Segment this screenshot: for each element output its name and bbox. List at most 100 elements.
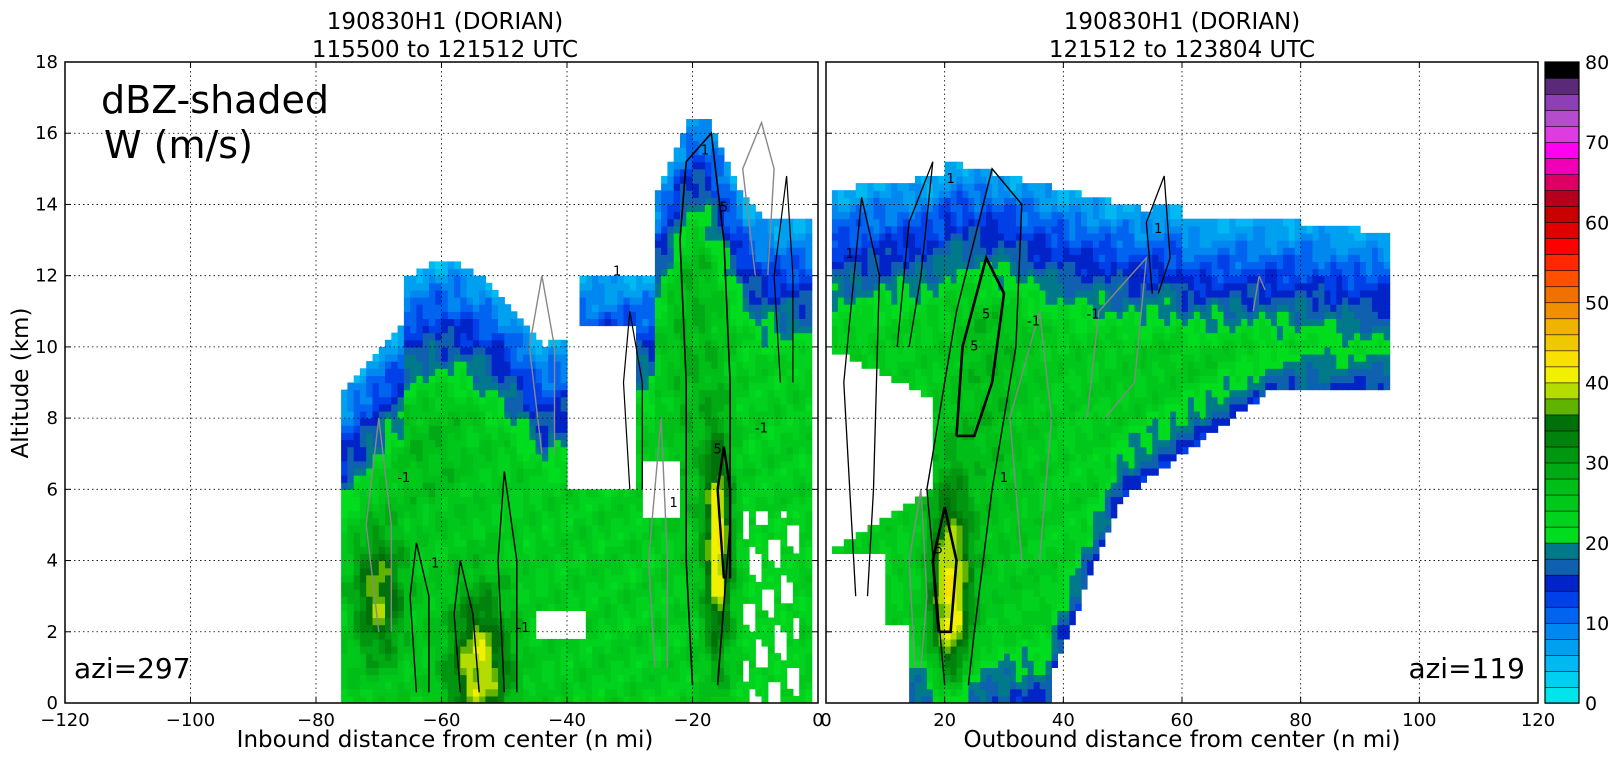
reflectivity-cell (667, 425, 675, 433)
reflectivity-cell (723, 161, 731, 170)
reflectivity-cell (422, 318, 430, 327)
reflectivity-cell (767, 446, 775, 455)
reflectivity-cell (523, 346, 530, 355)
reflectivity-cell (736, 503, 744, 512)
reflectivity-cell (761, 425, 769, 433)
reflectivity-cell (353, 638, 361, 647)
reflectivity-cell (837, 289, 845, 298)
reflectivity-cell (610, 681, 618, 690)
reflectivity-cell (516, 375, 524, 384)
reflectivity-cell (541, 510, 549, 519)
reflectivity-cell (686, 211, 694, 220)
reflectivity-cell (516, 325, 524, 334)
reflectivity-cell (654, 247, 662, 255)
reflectivity-cell (903, 254, 910, 262)
reflectivity-cell (416, 695, 424, 703)
reflectivity-cell (504, 638, 512, 647)
reflectivity-cell (730, 695, 737, 703)
reflectivity-cell (867, 318, 874, 327)
reflectivity-cell (498, 368, 505, 376)
reflectivity-cell (359, 553, 367, 562)
reflectivity-cell (755, 503, 763, 512)
reflectivity-cell (767, 339, 775, 348)
reflectivity-cell (723, 418, 731, 426)
reflectivity-cell (604, 681, 612, 690)
reflectivity-cell (654, 667, 662, 676)
reflectivity-cell (385, 539, 392, 547)
reflectivity-cell (648, 282, 656, 291)
reflectivity-cell (705, 475, 712, 483)
reflectivity-cell (636, 674, 643, 683)
reflectivity-cell (786, 368, 794, 376)
contour-label: 1 (670, 496, 678, 511)
reflectivity-cell (560, 674, 568, 683)
reflectivity-cell (730, 482, 737, 490)
reflectivity-cell (535, 553, 543, 562)
reflectivity-cell (428, 617, 436, 626)
reflectivity-cell (654, 596, 662, 604)
reflectivity-cell (879, 325, 886, 334)
reflectivity-cell (385, 646, 392, 654)
reflectivity-cell (629, 311, 637, 319)
reflectivity-cell (410, 667, 417, 676)
reflectivity-cell (805, 638, 813, 647)
reflectivity-cell (541, 403, 549, 412)
reflectivity-cell (686, 176, 694, 184)
reflectivity-cell (472, 297, 480, 305)
reflectivity-cell (648, 425, 656, 433)
reflectivity-cell (867, 225, 874, 234)
reflectivity-cell (441, 617, 449, 626)
reflectivity-cell (347, 396, 355, 405)
reflectivity-cell (642, 418, 650, 426)
reflectivity-cell (385, 503, 392, 512)
reflectivity-cell (454, 439, 461, 448)
reflectivity-cell (891, 297, 898, 305)
reflectivity-cell (385, 631, 392, 640)
reflectivity-cell (541, 660, 549, 668)
reflectivity-cell (692, 439, 700, 448)
reflectivity-cell (692, 282, 700, 291)
reflectivity-cell (799, 218, 807, 227)
reflectivity-cell (353, 617, 361, 626)
reflectivity-cell (855, 240, 863, 248)
reflectivity-cell (761, 396, 769, 405)
reflectivity-cell (391, 411, 399, 419)
reflectivity-cell (422, 631, 430, 640)
reflectivity-cell (422, 304, 430, 312)
reflectivity-cell (541, 396, 549, 405)
reflectivity-cell (403, 446, 411, 455)
reflectivity-cell (610, 688, 618, 697)
reflectivity-cell (786, 503, 794, 512)
reflectivity-cell (472, 425, 480, 433)
reflectivity-cell (460, 368, 468, 376)
reflectivity-cell (454, 532, 461, 540)
reflectivity-cell (654, 297, 662, 305)
reflectivity-cell (885, 183, 892, 191)
reflectivity-cell (529, 631, 537, 640)
reflectivity-cell (749, 211, 756, 220)
reflectivity-cell (422, 361, 430, 369)
reflectivity-cell (541, 496, 549, 505)
reflectivity-cell (391, 332, 399, 341)
reflectivity-cell (749, 275, 756, 284)
y-tick-label: 6 (47, 479, 58, 500)
reflectivity-cell (541, 482, 549, 490)
reflectivity-cell (648, 681, 656, 690)
reflectivity-cell (909, 681, 916, 690)
reflectivity-cell (592, 567, 599, 576)
reflectivity-cell (560, 539, 568, 547)
reflectivity-cell (673, 161, 681, 170)
reflectivity-cell (805, 275, 813, 284)
reflectivity-cell (736, 631, 744, 640)
reflectivity-cell (736, 411, 744, 419)
reflectivity-cell (723, 261, 731, 270)
reflectivity-cell (680, 446, 687, 455)
reflectivity-cell (410, 354, 417, 362)
reflectivity-cell (686, 268, 694, 277)
reflectivity-cell (831, 282, 839, 291)
reflectivity-cell (385, 553, 392, 562)
reflectivity-cell (529, 560, 537, 569)
reflectivity-cell (403, 617, 411, 626)
reflectivity-cell (341, 567, 348, 576)
reflectivity-cell (711, 311, 719, 319)
